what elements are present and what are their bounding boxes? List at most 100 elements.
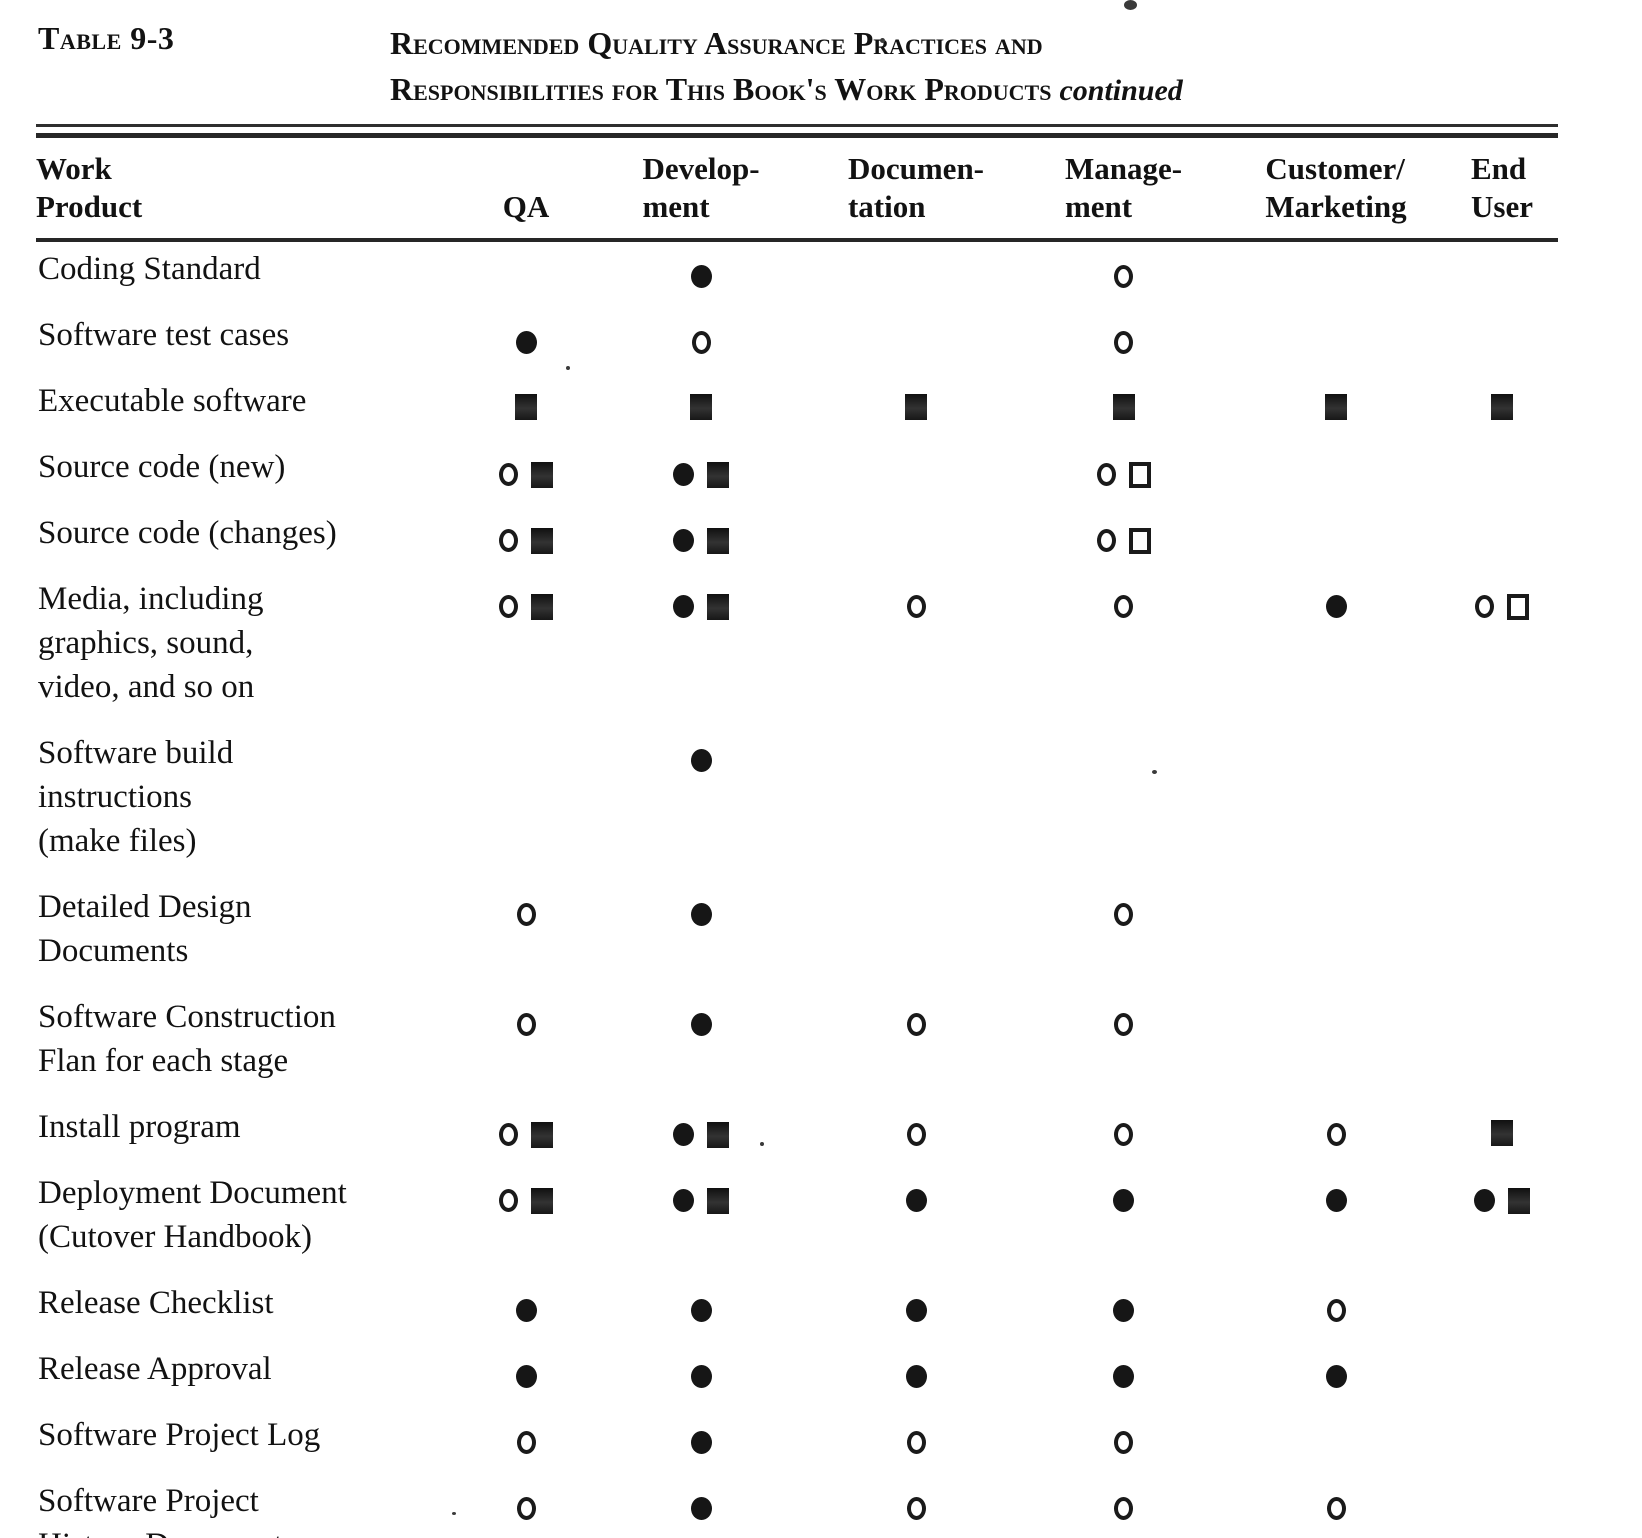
practice-cell [1226,1408,1446,1474]
symbol-group [690,903,712,926]
filled-circle-icon [673,463,694,486]
table-body: Coding Standard Software test cases Execut… [36,240,1558,1538]
practice-cell [1021,880,1226,990]
filled-square-icon [707,1187,729,1214]
filled-circle-icon [905,1365,927,1388]
symbol-group [499,461,553,488]
practice-cell [811,1474,1021,1538]
practice-cell [1021,1408,1226,1474]
header-line: QA [502,189,550,224]
filled-circle-icon [515,1365,537,1388]
practice-cell [591,572,811,726]
symbol-group [1326,1123,1346,1146]
practice-cell [591,1408,811,1474]
open-circle-icon [499,529,518,552]
practice-cell [1021,374,1226,440]
symbol-group [673,593,729,620]
filled-circle-icon [690,1365,712,1388]
symbol-group [690,1299,712,1322]
symbol-group [691,331,711,354]
open-circle-icon [1114,1431,1133,1454]
filled-circle-icon [1325,1365,1347,1388]
symbol-group [515,331,537,354]
symbol-group [905,1365,927,1388]
practice-cell [811,506,1021,572]
open-square-icon [1507,593,1529,620]
practice-cell [461,1166,591,1276]
column-header-development: Develop- ment [591,138,811,242]
practice-cell [1021,1166,1226,1276]
open-circle-icon [1326,1299,1346,1322]
open-circle-icon [906,1013,926,1036]
scan-speck [760,1142,764,1146]
practice-cell [1226,506,1446,572]
practice-cell [1446,1408,1558,1474]
open-circle-icon [906,595,926,618]
practice-cell [811,308,1021,374]
practice-cell [1226,240,1446,308]
practice-cell [461,1342,591,1408]
filled-square-icon [531,593,553,620]
symbol-group [1096,461,1151,488]
table-row: Release Checklist [36,1276,1558,1342]
table-row: Release Approval [36,1342,1558,1408]
header-line: Develop- [642,151,760,186]
work-product-label: Source code (new) [38,449,286,485]
symbol-group [1114,595,1133,618]
symbol-group [1114,1123,1133,1146]
practice-cell [461,374,591,440]
symbol-group [690,1013,712,1036]
open-circle-icon [516,903,536,926]
open-circle-icon [1114,1497,1133,1520]
practice-cell [1021,506,1226,572]
column-header-qa: QA [461,138,591,242]
practice-cell [1021,1100,1226,1166]
header-line: Product [36,189,143,224]
practice-cell [1226,374,1446,440]
practice-cell [1226,1474,1446,1538]
symbol-group [906,1431,926,1454]
symbol-group [905,394,927,420]
symbol-group [1114,1497,1133,1520]
header-line: tation [847,189,926,224]
symbol-group [906,1013,926,1036]
filled-circle-icon [905,1189,927,1212]
symbol-group [1326,1497,1346,1520]
symbol-group [1325,1189,1347,1212]
practice-cell [461,308,591,374]
table-title-line2-text: Responsibilities for This Book's Work Pr… [390,71,1052,107]
symbol-group [905,1189,927,1212]
table-row: Deployment Document (Cutover Handbook) [36,1166,1558,1276]
practice-cell [1021,308,1226,374]
open-circle-icon [1114,903,1133,926]
work-product-label: Software Project Log [38,1417,321,1453]
filled-circle-icon [515,331,537,354]
symbol-group [906,1123,926,1146]
filled-square-icon [1325,394,1347,420]
symbol-group [515,394,537,420]
filled-square-icon [707,1121,729,1148]
table-row: Software build instructions (make files) [36,726,1558,880]
open-circle-icon [499,463,518,486]
filled-circle-icon [690,749,712,772]
practice-cell [1226,1100,1446,1166]
open-circle-icon [1114,331,1133,354]
practice-cell [1226,1166,1446,1276]
symbol-group [1491,1120,1513,1146]
table-row: Detailed Design Documents [36,880,1558,990]
work-product-label: Executable software [38,383,307,419]
practice-cell [591,1276,811,1342]
table-row: Software Construction Flan for each stag… [36,990,1558,1100]
work-product-label: Software test cases [38,317,290,353]
header-line: End [1471,151,1527,186]
practice-cell [591,374,811,440]
symbol-group [1325,1365,1347,1388]
symbol-group [1114,331,1133,354]
table-row: Executable software [36,374,1558,440]
symbol-group [673,1187,729,1214]
symbol-group [690,1431,712,1454]
practice-cell [591,1342,811,1408]
table-caption: Table 9-3 Recommended Quality Assurance … [0,0,1642,114]
filled-circle-icon [1325,595,1347,618]
symbol-group [516,903,536,926]
